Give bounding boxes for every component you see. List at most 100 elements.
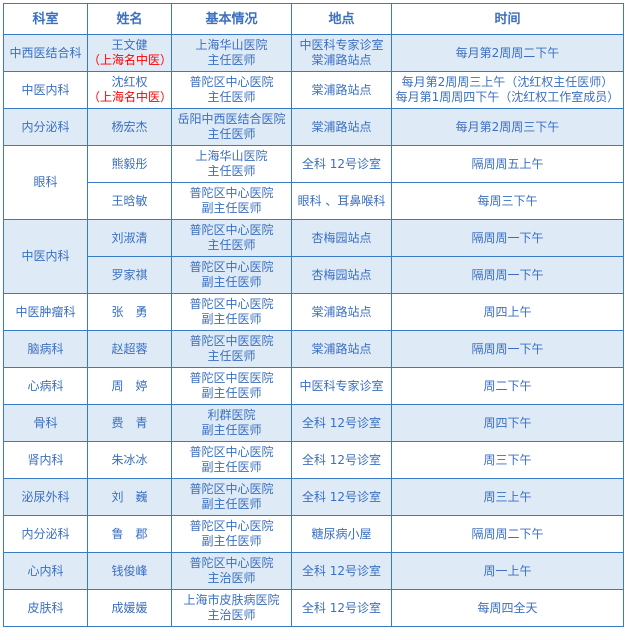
doctor-name-cell: 张 勇 bbox=[87, 293, 172, 331]
time-line: 隔周周一下午 bbox=[471, 341, 544, 356]
table-row: 骨科费 青利群医院 副主任医师 全科 12号诊室 周四下午 bbox=[3, 404, 624, 442]
doctor-name: 罗家祺 bbox=[111, 267, 148, 282]
doctor-name: 朱冰冰 bbox=[111, 452, 148, 467]
doctor-name: 沈红权 bbox=[111, 75, 148, 89]
doctor-name-cell: 周 婷 bbox=[87, 367, 172, 405]
info-line: 普陀区中心医院 bbox=[189, 186, 274, 200]
info-line: 主任医师 bbox=[207, 238, 256, 252]
place-cell: 杏梅园站点 bbox=[291, 256, 392, 294]
header-place: 地点 bbox=[291, 3, 392, 35]
place-cell: 全科 12号诊室 bbox=[291, 478, 392, 516]
time-line: 周二下午 bbox=[483, 378, 532, 393]
header-name: 姓名 bbox=[87, 3, 172, 35]
place-line: 全科 12号诊室 bbox=[301, 415, 382, 430]
table-row: 罗家祺 普陀区中心医院 副主任医师 杏梅园站点 隔周周一下午 bbox=[4, 256, 624, 294]
table-row: 脑病科 赵超蓉 普陀区中医医院 主任医师 棠浦路站点 隔周周一下午 bbox=[3, 330, 624, 368]
time-cell: 每月第2周周三上午（沈红权主任医师） 每月第1周周四下午（沈红权工作室成员） bbox=[391, 71, 624, 109]
time-cell: 周三下午 bbox=[391, 441, 624, 479]
place-line: 棠浦路站点 bbox=[311, 341, 372, 356]
time-cell: 隔周周一下午 bbox=[391, 256, 624, 294]
place-cell: 中医科专家诊室 bbox=[291, 367, 392, 405]
table-row: 中医内科 沈红权 （上海名中医） 普陀区中心医院 主任医师 棠浦路站点 每月第2周周三上午（… bbox=[3, 71, 624, 109]
info-line: 主任医师 bbox=[207, 127, 256, 141]
doctor-name-cell: 王文健 （上海名中医） bbox=[87, 34, 172, 72]
time-line: 隔周周一下午 bbox=[471, 230, 544, 245]
place-line: 中医科专家诊室 bbox=[299, 38, 384, 52]
place-line: 杏梅园站点 bbox=[311, 230, 372, 245]
info-cell: 上海华山医院 主任医师 bbox=[171, 145, 292, 183]
time-cell: 每月第2周周二下午 bbox=[391, 34, 624, 72]
table-row: 内分泌科 鲁 郡 普陀区中心医院 副主任医师 糖尿病小屋 隔周周二下午 bbox=[3, 515, 624, 553]
info-cell: 普陀区中心医院 副主任医师 bbox=[171, 182, 292, 220]
doctor-name-cell: 鲁 郡 bbox=[87, 515, 172, 553]
place-line: 杏梅园站点 bbox=[311, 267, 372, 282]
info-cell: 普陀区中心医院 主治医师 bbox=[171, 552, 292, 590]
time-line: 周三上午 bbox=[483, 489, 532, 504]
time-line: 周四下午 bbox=[483, 415, 532, 430]
time-line: 周四上午 bbox=[483, 304, 532, 319]
place-cell: 杏梅园站点 bbox=[291, 219, 392, 257]
info-line: 上海华山医院 bbox=[195, 38, 268, 52]
doctor-name: 张 勇 bbox=[111, 304, 148, 319]
table-row: 中医内科 刘淑清 普陀区中心医院 主任医师 杏梅园站点 隔周周一下午 bbox=[3, 219, 624, 294]
table-row: 肾内科 朱冰冰 普陀区中心医院 副主任医师 全科 12号诊室 周三下午 bbox=[3, 441, 624, 479]
info-line: 普陀区中心医院 bbox=[189, 556, 274, 570]
time-cell: 每月第2周周三下午 bbox=[391, 108, 624, 146]
info-cell: 岳阳中西医结合医院 主任医师 bbox=[171, 108, 292, 146]
dept-cell: 心内科 bbox=[3, 552, 88, 590]
doctor-name-cell: 王晗敏 bbox=[87, 182, 172, 220]
dept-cell: 骨科 bbox=[3, 404, 88, 442]
info-cell: 利群医院 副主任医师 bbox=[171, 404, 292, 442]
doctor-name-cell: 朱冰冰 bbox=[87, 441, 172, 479]
doctor-name-cell: 熊毅彤 bbox=[87, 145, 172, 183]
place-line: 棠浦路站点 bbox=[311, 82, 372, 97]
place-line: 糖尿病小屋 bbox=[311, 526, 372, 541]
time-line: 周一上午 bbox=[483, 563, 532, 578]
place-line: 全科 12号诊室 bbox=[301, 489, 382, 504]
info-cell: 普陀区中心医院 副主任医师 bbox=[171, 478, 292, 516]
dept-cell: 泌尿外科 bbox=[3, 478, 88, 516]
info-cell: 普陀区中心医院 主任医师 bbox=[171, 219, 292, 257]
time-cell: 周一上午 bbox=[391, 552, 624, 590]
info-cell: 普陀区中心医院 主任医师 bbox=[171, 71, 292, 109]
time-cell: 周二下午 bbox=[391, 367, 624, 405]
place-cell: 眼科 、耳鼻喉科 bbox=[291, 182, 392, 220]
info-line: 普陀区中心医院 bbox=[189, 482, 274, 496]
time-line: 每月第2周周二下午 bbox=[455, 45, 560, 60]
dept-cell: 内分泌科 bbox=[3, 515, 88, 553]
place-cell: 全科 12号诊室 bbox=[291, 589, 392, 627]
table-row: 内分泌科 杨宏杰 岳阳中西医结合医院 主任医师 棠浦路站点 每月第2周周三下午 bbox=[3, 108, 624, 146]
time-line: 每月第1周周四下午（沈红权工作室成员） bbox=[395, 90, 620, 104]
dept-cell: 肾内科 bbox=[3, 441, 88, 479]
info-line: 副主任医师 bbox=[201, 275, 262, 289]
info-line: 主任医师 bbox=[207, 349, 256, 363]
info-line: 普陀区中心医院 bbox=[189, 260, 274, 274]
info-cell: 普陀区中医医院 主任医师 bbox=[171, 330, 292, 368]
table-row: 泌尿外科刘 巍普陀区中心医院 副主任医师 全科 12号诊室 周三上午 bbox=[3, 478, 624, 516]
info-line: 普陀区中心医院 bbox=[189, 297, 274, 311]
time-cell: 隔周周五上午 bbox=[391, 145, 624, 183]
header-time: 时间 bbox=[391, 3, 624, 35]
time-cell: 隔周周一下午 bbox=[391, 219, 624, 257]
time-cell: 隔周周二下午 bbox=[391, 515, 624, 553]
doctor-name: 王文健 bbox=[111, 38, 148, 52]
doctor-name-cell: 罗家祺 bbox=[87, 256, 172, 294]
dept-cell: 中西医结合科 bbox=[3, 34, 88, 72]
famous-doctor-note: （上海名中医） bbox=[88, 53, 172, 67]
clinic-schedule-table: 科室 姓名 基本情况 地点 时间 中西医结合科 王文健 （上海名中医） 上海华山医院主… bbox=[3, 3, 624, 627]
time-line: 隔周周一下午 bbox=[471, 267, 544, 282]
place-line: 全科 12号诊室 bbox=[301, 452, 382, 467]
doctor-name: 周 婷 bbox=[111, 378, 148, 393]
info-line: 普陀区中心医院 bbox=[189, 75, 274, 89]
time-cell: 每周四全天 bbox=[391, 589, 624, 627]
info-line: 主任医师 bbox=[207, 53, 256, 67]
doctor-name: 鲁 郡 bbox=[111, 526, 148, 541]
dept-cell: 内分泌科 bbox=[3, 108, 88, 146]
info-line: 普陀区中心医院 bbox=[189, 223, 274, 237]
doctor-name-cell: 沈红权 （上海名中医） bbox=[87, 71, 172, 109]
time-line: 隔周周五上午 bbox=[471, 156, 544, 171]
info-line: 普陀区中心医院 bbox=[189, 519, 274, 533]
place-cell: 全科 12号诊室 bbox=[291, 404, 392, 442]
info-line: 副主任医师 bbox=[201, 460, 262, 474]
time-line: 每月第2周周三上午（沈红权主任医师） bbox=[401, 75, 614, 89]
